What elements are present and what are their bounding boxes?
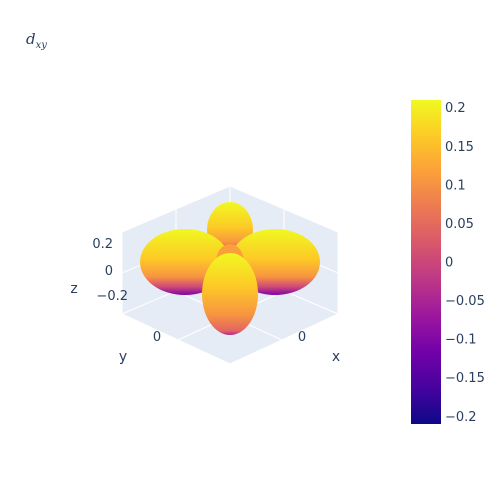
colorbar-tick-label: −0.15: [445, 371, 485, 386]
colorbar-tick-label: −0.1: [445, 333, 477, 348]
colorbar-tick-label: −0.2: [445, 410, 477, 425]
colorbar: [411, 100, 441, 424]
z-tick-2: −0.2: [96, 289, 128, 304]
lobe-front: [202, 253, 258, 335]
colorbar-tick-label: 0: [445, 256, 453, 271]
colorbar-tick-label: 0.05: [445, 217, 474, 232]
chart-title: dxy: [26, 30, 47, 51]
colorbar-tick-label: 0.15: [445, 140, 474, 155]
y-axis-label: y: [119, 349, 127, 365]
surface-lobes: [140, 202, 320, 335]
colorbar-tick-label: 0.2: [445, 101, 466, 116]
z-axis-label: z: [70, 281, 77, 297]
z-tick-1: 0: [105, 264, 113, 279]
y-tick-0: 0: [153, 330, 161, 345]
colorbar-tick-label: 0.1: [445, 178, 466, 193]
axis-labels: 0.2 0 −0.2 z 0 y 0 x: [70, 237, 340, 365]
z-tick-0: 0.2: [92, 237, 113, 252]
colorbar-ticks: 0.2 0.15 0.1 0.05 0 −0.05 −0.1 −0.15 −0.2: [445, 101, 485, 425]
colorbar-tick-label: −0.05: [445, 294, 485, 309]
x-tick-0: 0: [298, 330, 306, 345]
x-axis-label: x: [332, 349, 340, 365]
